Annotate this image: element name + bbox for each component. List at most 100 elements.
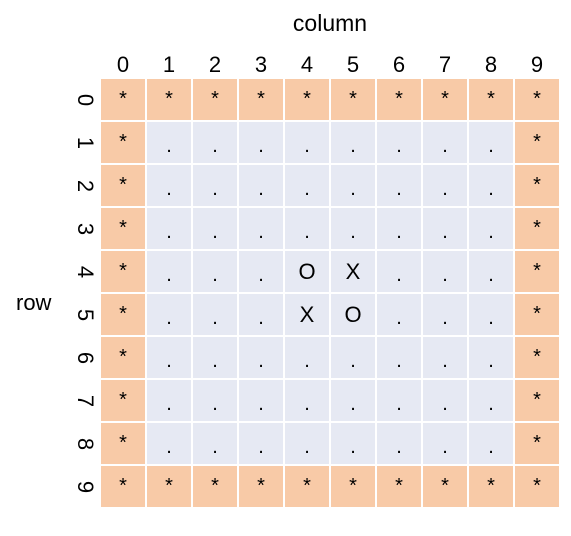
empty-cell: . (192, 422, 238, 465)
empty-cell: . (192, 336, 238, 379)
game-board: * * * * * * * * * * *........ * *........ * *........ *… (100, 78, 560, 508)
wall-cell: * (100, 465, 146, 508)
row-label-8: 8 (70, 422, 100, 465)
empty-cell: . (238, 379, 284, 422)
wall-cell: * (100, 250, 146, 293)
empty-cell: . (238, 422, 284, 465)
empty-cell: . (238, 207, 284, 250)
wall-cell: * (376, 78, 422, 121)
wall-cell: * (192, 465, 238, 508)
empty-cell: . (422, 422, 468, 465)
row-label-4: 4 (70, 250, 100, 293)
empty-cell: . (284, 207, 330, 250)
wall-cell: * (238, 78, 284, 121)
empty-cell: . (330, 422, 376, 465)
empty-cell: . (330, 379, 376, 422)
row-label-6: 6 (70, 336, 100, 379)
empty-cell: . (192, 293, 238, 336)
empty-cell: . (468, 207, 514, 250)
column-label-8: 8 (484, 52, 498, 77)
empty-cell: . (146, 250, 192, 293)
row-label-text: 9 (73, 480, 98, 493)
row-label-text: 6 (73, 351, 98, 364)
column-labels: 0 1 2 3 4 5 6 7 8 9 (100, 52, 560, 78)
wall-cell: * (422, 465, 468, 508)
empty-cell: . (422, 207, 468, 250)
empty-cell: . (376, 422, 422, 465)
wall-cell: * (514, 164, 560, 207)
row-label-text: 3 (73, 222, 98, 235)
empty-cell: . (146, 293, 192, 336)
empty-cell: . (376, 336, 422, 379)
empty-cell: . (468, 336, 514, 379)
row-label-2: 2 (70, 164, 100, 207)
piece-x-cell: X (330, 250, 376, 293)
empty-cell: . (330, 121, 376, 164)
wall-cell: * (100, 78, 146, 121)
empty-cell: . (468, 379, 514, 422)
row-label-text: 8 (73, 437, 98, 450)
empty-cell: . (284, 379, 330, 422)
wall-cell: * (514, 78, 560, 121)
wall-cell: * (514, 250, 560, 293)
empty-cell: . (376, 379, 422, 422)
column-label-4: 4 (300, 52, 314, 77)
empty-cell: . (146, 379, 192, 422)
empty-cell: . (146, 422, 192, 465)
wall-cell: * (284, 465, 330, 508)
piece-o-cell: O (284, 250, 330, 293)
empty-cell: . (284, 336, 330, 379)
wall-cell: * (238, 465, 284, 508)
piece-x-cell: X (284, 293, 330, 336)
wall-cell: * (100, 336, 146, 379)
wall-cell: * (514, 336, 560, 379)
column-label-1: 1 (162, 52, 176, 77)
empty-cell: . (330, 207, 376, 250)
empty-cell: . (192, 207, 238, 250)
wall-cell: * (514, 422, 560, 465)
wall-cell: * (100, 422, 146, 465)
row-label-text: 7 (73, 394, 98, 407)
column-label-3: 3 (254, 52, 268, 77)
empty-cell: . (146, 164, 192, 207)
row-label-text: 4 (73, 265, 98, 278)
empty-cell: . (422, 250, 468, 293)
empty-cell: . (238, 336, 284, 379)
empty-cell: . (376, 293, 422, 336)
wall-cell: * (284, 78, 330, 121)
empty-cell: . (284, 422, 330, 465)
wall-cell: * (330, 78, 376, 121)
empty-cell: . (192, 250, 238, 293)
empty-cell: . (468, 164, 514, 207)
empty-cell: . (330, 164, 376, 207)
empty-cell: . (284, 164, 330, 207)
wall-cell: * (100, 207, 146, 250)
empty-cell: . (330, 336, 376, 379)
empty-cell: . (192, 164, 238, 207)
empty-cell: . (238, 121, 284, 164)
empty-cell: . (376, 207, 422, 250)
wall-cell: * (514, 121, 560, 164)
empty-cell: . (422, 293, 468, 336)
wall-cell: * (376, 465, 422, 508)
empty-cell: . (468, 293, 514, 336)
empty-cell: . (422, 164, 468, 207)
empty-cell: . (468, 121, 514, 164)
empty-cell: . (238, 293, 284, 336)
wall-cell: * (514, 465, 560, 508)
wall-cell: * (422, 78, 468, 121)
empty-cell: . (146, 207, 192, 250)
wall-cell: * (100, 379, 146, 422)
empty-cell: . (422, 121, 468, 164)
empty-cell: . (146, 121, 192, 164)
column-label-0: 0 (116, 52, 130, 77)
empty-cell: . (146, 336, 192, 379)
row-label-text: 1 (73, 136, 98, 149)
row-labels: 0 1 2 3 4 5 6 7 8 9 (70, 78, 100, 508)
column-label-9: 9 (530, 52, 544, 77)
empty-cell: . (238, 250, 284, 293)
wall-cell: * (514, 379, 560, 422)
row-label-text: 2 (73, 179, 98, 192)
row-label-1: 1 (70, 121, 100, 164)
empty-cell: . (376, 164, 422, 207)
